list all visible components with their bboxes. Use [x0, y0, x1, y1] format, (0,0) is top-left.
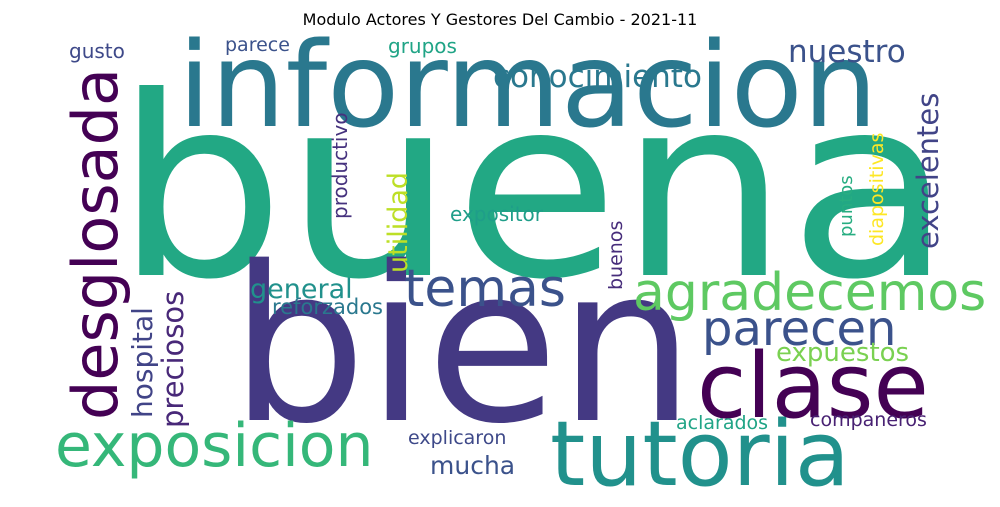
word-explicaron: explicaron — [408, 427, 507, 449]
word-bien: bien — [230, 220, 695, 471]
word-nuestro: nuestro — [788, 34, 906, 70]
word-clase: clase — [697, 334, 929, 439]
word-reforzados: reforzados — [272, 295, 383, 319]
word-preciosos: preciosos — [156, 290, 190, 428]
chart-title: Modulo Actores Y Gestores Del Cambio - 2… — [302, 10, 698, 29]
word-temas: temas — [404, 259, 566, 319]
word-expuestos: expuestos — [776, 338, 910, 368]
word-productivo: productivo — [328, 112, 352, 219]
word-parecen: parecen — [702, 301, 897, 357]
word-buenos: buenos — [605, 220, 627, 290]
word-hospital: hospital — [126, 307, 159, 418]
word-diapositivas: diapositivas — [866, 132, 888, 246]
word-conocimiento: conocimiento — [493, 59, 702, 95]
word-informacion: informacion — [178, 16, 878, 154]
word-exposicion: exposicion — [55, 411, 374, 481]
word-gusto: gusto — [69, 39, 125, 63]
word-cloud: buena bien informacion tutoria clase exp… — [50, 26, 986, 500]
word-puntos: puntos — [836, 175, 857, 237]
word-general: general — [250, 274, 353, 305]
word-utilidad: utilidad — [383, 171, 414, 273]
word-agradecemos: agradecemos — [633, 263, 987, 323]
word-buena: buena — [115, 43, 953, 334]
word-parece: parece — [225, 34, 290, 56]
word-expositor: expositor — [450, 202, 543, 226]
word-excelentes: excelentes — [911, 92, 945, 249]
word-tutoria: tutoria — [550, 402, 850, 507]
word-aclarados: aclarados — [676, 412, 769, 434]
word-desglosada: desglosada — [59, 68, 132, 420]
word-grupos: grupos — [388, 34, 457, 58]
word-mucha: mucha — [430, 451, 516, 480]
word-companeros: companeros — [810, 409, 927, 431]
